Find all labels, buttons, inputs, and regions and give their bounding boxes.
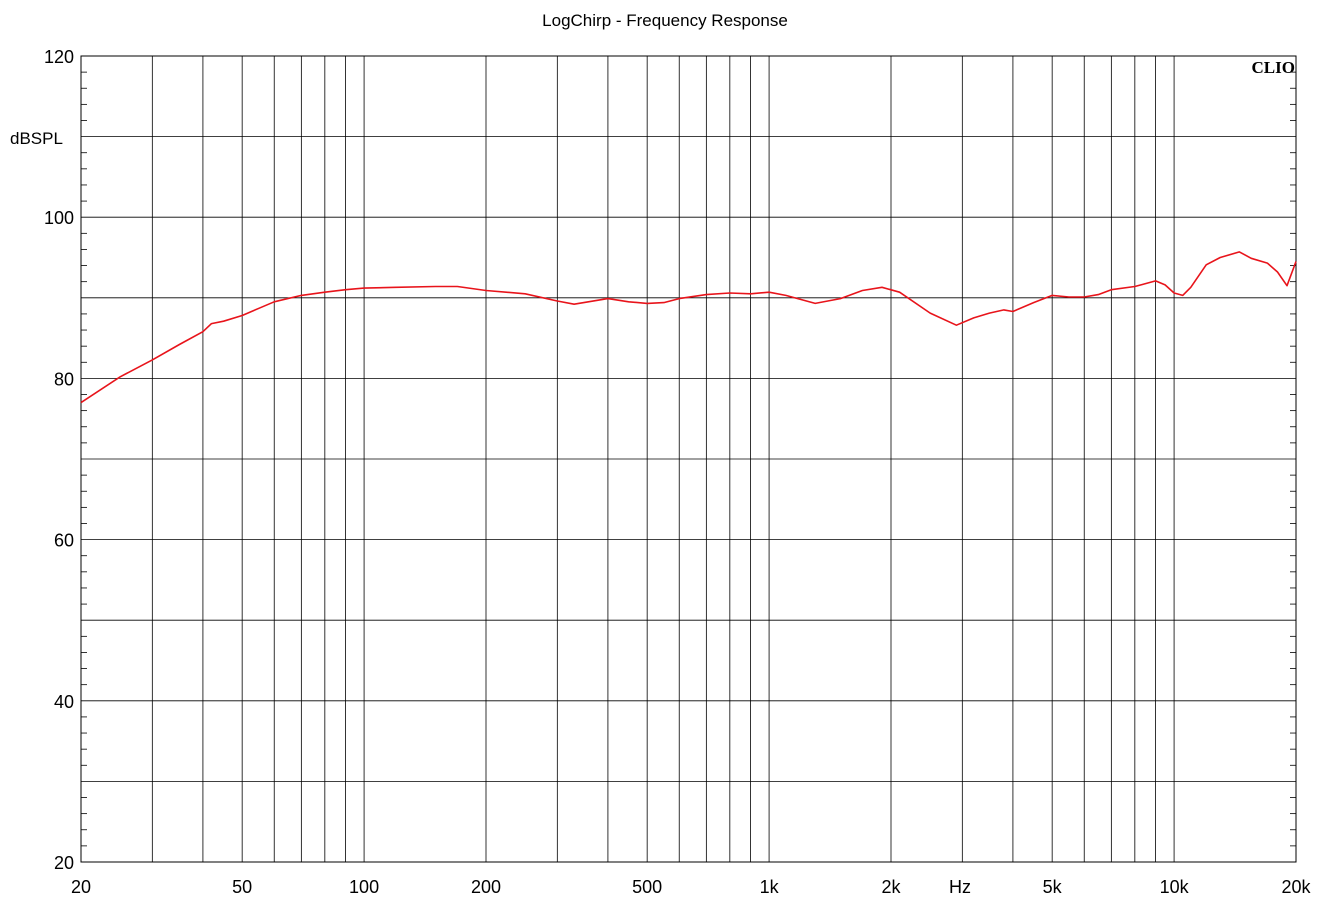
x-axis-label: Hz (949, 877, 971, 897)
y-tick-label: 120 (44, 47, 74, 67)
x-tick-label: 20 (71, 877, 91, 897)
y-tick-label: 100 (44, 208, 74, 228)
x-tick-label: 20k (1281, 877, 1311, 897)
y-tick-label: 60 (54, 531, 74, 551)
x-tick-label: 100 (349, 877, 379, 897)
x-tick-label: 1k (760, 877, 780, 897)
clio-brand-label: CLIO (1252, 58, 1295, 77)
plot-frame (80, 55, 1297, 863)
y-tick-label: 20 (54, 853, 74, 873)
grid (81, 56, 1296, 862)
x-tick-label: 10k (1160, 877, 1190, 897)
chart-title: LogChirp - Frequency Response (542, 11, 788, 30)
minor-ticks (81, 71, 1296, 847)
x-tick-label: 200 (471, 877, 501, 897)
y-tick-label: 40 (54, 692, 74, 712)
x-tick-label: 5k (1043, 877, 1063, 897)
series-line (80, 251, 1297, 404)
x-tick-label: 2k (881, 877, 901, 897)
y-tick-label: 80 (54, 369, 74, 389)
x-tick-label: 500 (632, 877, 662, 897)
x-tick-labels: 20 50 100 200 500 1k 2k 5k 10k 20k (71, 877, 1312, 897)
x-tick-label: 50 (232, 877, 252, 897)
y-tick-labels: 20 40 60 80 100 120 (44, 47, 74, 873)
y-axis-label: dBSPL (10, 129, 63, 148)
